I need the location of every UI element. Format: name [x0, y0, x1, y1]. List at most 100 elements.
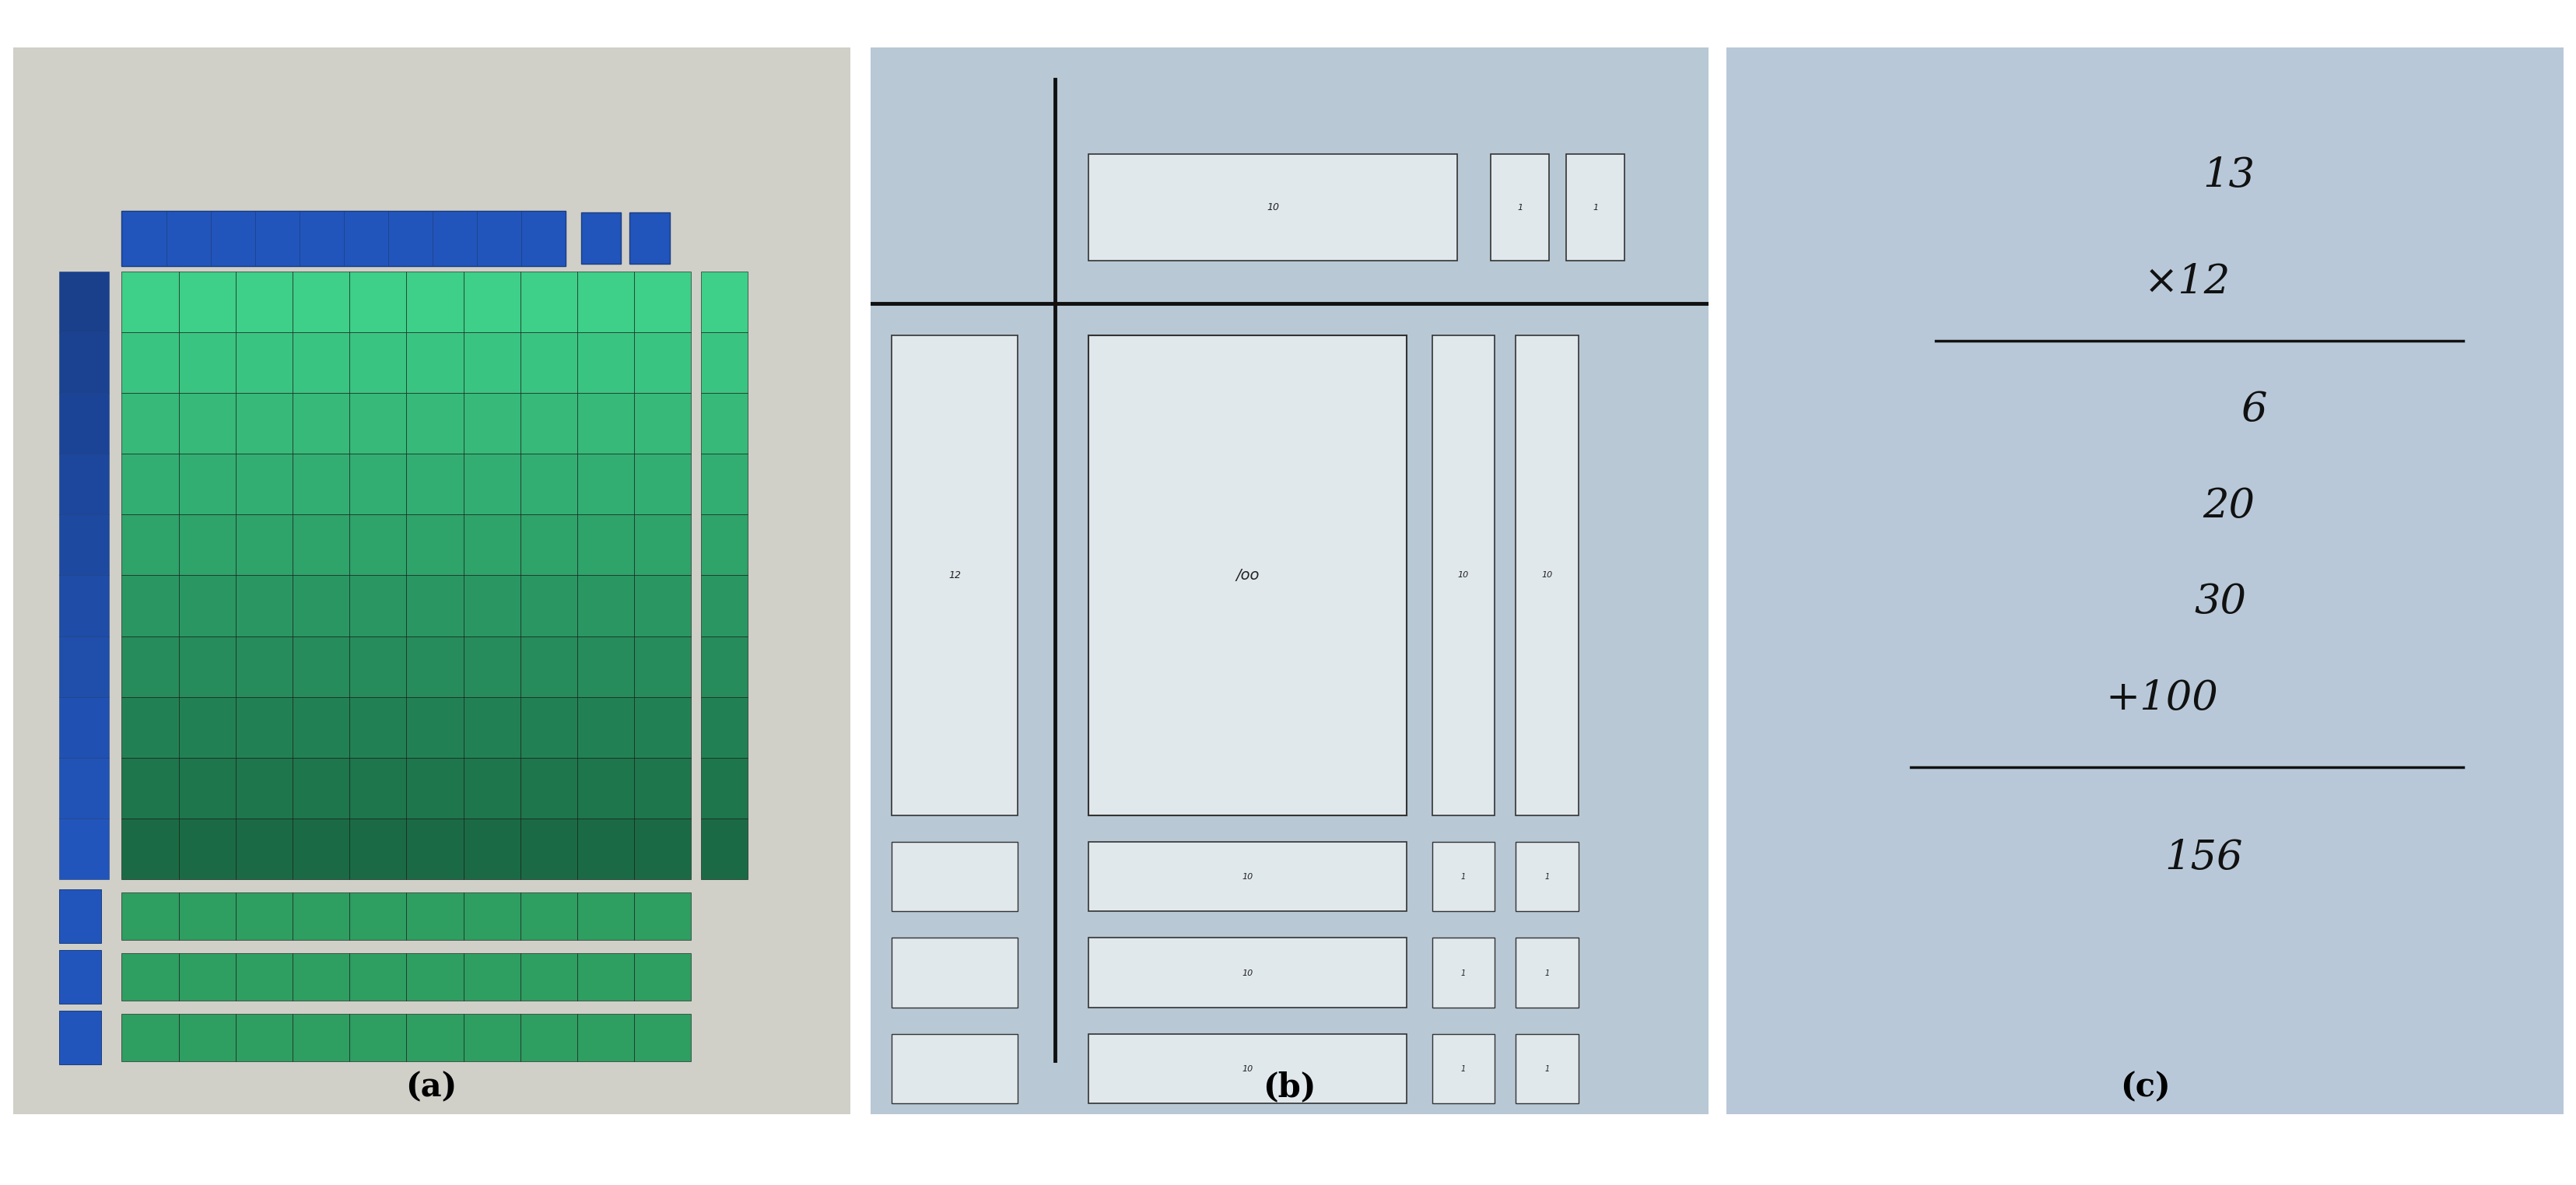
- Bar: [350, 953, 407, 1001]
- Text: 1: 1: [1543, 1065, 1548, 1072]
- Bar: [1515, 1033, 1579, 1103]
- Bar: [59, 271, 108, 332]
- Bar: [629, 213, 670, 264]
- Bar: [1432, 939, 1494, 1007]
- Bar: [464, 757, 520, 819]
- Bar: [464, 271, 520, 332]
- Bar: [520, 757, 577, 819]
- Bar: [121, 819, 178, 879]
- Bar: [59, 950, 100, 1004]
- Bar: [178, 1013, 234, 1062]
- Bar: [178, 757, 234, 819]
- Bar: [59, 757, 108, 819]
- Bar: [520, 697, 577, 757]
- Bar: [577, 697, 634, 757]
- Text: 30: 30: [2195, 582, 2246, 622]
- Bar: [294, 454, 350, 514]
- Bar: [1489, 154, 1548, 261]
- Bar: [634, 332, 690, 393]
- Bar: [121, 332, 178, 393]
- Text: 10: 10: [1242, 873, 1252, 880]
- Bar: [407, 757, 464, 819]
- Bar: [178, 332, 234, 393]
- Bar: [234, 271, 294, 332]
- Bar: [701, 636, 747, 697]
- Bar: [464, 393, 520, 454]
- Bar: [178, 271, 234, 332]
- Bar: [634, 892, 690, 940]
- Bar: [294, 636, 350, 697]
- Text: 1: 1: [1543, 873, 1548, 880]
- Bar: [1090, 335, 1406, 815]
- Bar: [1432, 843, 1494, 911]
- Bar: [234, 576, 294, 636]
- Bar: [350, 819, 407, 879]
- Bar: [59, 819, 108, 879]
- Text: ×12: ×12: [2143, 262, 2231, 302]
- Text: (c): (c): [2120, 1071, 2169, 1103]
- Bar: [59, 514, 108, 576]
- Bar: [121, 697, 178, 757]
- Bar: [891, 939, 1018, 1007]
- Bar: [294, 271, 350, 332]
- Bar: [701, 454, 747, 514]
- Bar: [178, 892, 234, 940]
- Bar: [294, 514, 350, 576]
- Bar: [234, 332, 294, 393]
- Bar: [701, 332, 747, 393]
- Bar: [121, 514, 178, 576]
- Bar: [891, 843, 1018, 911]
- Bar: [350, 697, 407, 757]
- Bar: [634, 576, 690, 636]
- Text: +100: +100: [2105, 678, 2218, 718]
- Bar: [464, 514, 520, 576]
- Bar: [634, 514, 690, 576]
- Bar: [634, 953, 690, 1001]
- Bar: [634, 697, 690, 757]
- Bar: [464, 576, 520, 636]
- Bar: [464, 819, 520, 879]
- Bar: [178, 576, 234, 636]
- Bar: [464, 892, 520, 940]
- Bar: [121, 576, 178, 636]
- Bar: [407, 393, 464, 454]
- Bar: [59, 890, 100, 943]
- Bar: [234, 953, 294, 1001]
- Bar: [520, 892, 577, 940]
- Bar: [577, 1013, 634, 1062]
- Bar: [520, 271, 577, 332]
- Bar: [294, 819, 350, 879]
- Bar: [350, 757, 407, 819]
- Bar: [634, 636, 690, 697]
- Bar: [350, 636, 407, 697]
- Bar: [407, 514, 464, 576]
- Bar: [1090, 939, 1406, 1007]
- Bar: [234, 1013, 294, 1062]
- Bar: [1432, 1033, 1494, 1103]
- Bar: [121, 393, 178, 454]
- Bar: [634, 819, 690, 879]
- Bar: [59, 576, 108, 636]
- Bar: [577, 271, 634, 332]
- Bar: [407, 576, 464, 636]
- Bar: [59, 1011, 100, 1064]
- Bar: [178, 636, 234, 697]
- Bar: [121, 636, 178, 697]
- Bar: [577, 454, 634, 514]
- Bar: [234, 757, 294, 819]
- Text: (a): (a): [404, 1071, 459, 1103]
- Bar: [59, 393, 108, 454]
- Text: 10: 10: [1458, 571, 1468, 579]
- Bar: [520, 393, 577, 454]
- Bar: [464, 953, 520, 1001]
- Text: 10: 10: [1242, 969, 1252, 976]
- Bar: [234, 514, 294, 576]
- Bar: [294, 892, 350, 940]
- Bar: [407, 636, 464, 697]
- Bar: [350, 393, 407, 454]
- Bar: [891, 335, 1018, 815]
- Bar: [634, 1013, 690, 1062]
- Text: 12: 12: [948, 570, 961, 581]
- Text: 10: 10: [1267, 203, 1278, 212]
- Bar: [701, 271, 747, 332]
